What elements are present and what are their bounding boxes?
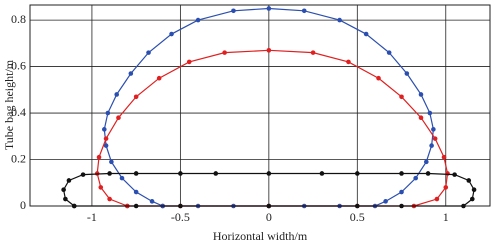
point: [355, 171, 360, 176]
y-axis-label: Tube bag height/m: [2, 59, 16, 150]
point: [66, 178, 72, 183]
point: [103, 143, 109, 148]
point: [445, 171, 450, 176]
point: [363, 31, 369, 37]
y-tick-label: 0: [20, 198, 26, 212]
point: [429, 143, 434, 148]
point: [346, 59, 351, 65]
point: [432, 136, 438, 141]
point: [266, 171, 272, 176]
point: [119, 175, 125, 181]
point: [116, 115, 121, 120]
point: [105, 110, 111, 116]
point: [470, 196, 475, 202]
point: [443, 185, 449, 190]
point: [149, 199, 155, 204]
point: [80, 172, 86, 177]
point: [266, 203, 272, 209]
point: [222, 50, 227, 55]
point: [461, 203, 466, 209]
point: [434, 196, 440, 202]
point: [63, 196, 68, 202]
point: [466, 178, 472, 183]
x-tick-label: -0.5: [171, 210, 190, 224]
point: [431, 127, 436, 132]
point: [301, 8, 307, 14]
x-axis-label: Horizontal width/m: [213, 229, 308, 243]
point: [424, 159, 429, 165]
point: [399, 189, 404, 195]
point: [399, 203, 404, 209]
point: [96, 154, 102, 160]
point: [231, 8, 236, 14]
point: [452, 172, 457, 177]
point: [471, 187, 477, 193]
point: [133, 189, 139, 195]
point: [71, 203, 77, 209]
point: [186, 59, 192, 65]
point: [107, 171, 112, 176]
y-tick-label: 0.4: [11, 105, 26, 119]
point: [266, 48, 272, 53]
point: [103, 136, 109, 141]
point: [156, 75, 162, 81]
point: [133, 94, 139, 100]
point: [337, 17, 342, 23]
plot-frame: [29, 4, 491, 207]
y-tick-label: 0.6: [11, 58, 26, 72]
point: [114, 92, 119, 97]
point: [319, 171, 325, 176]
point: [383, 199, 388, 204]
point: [418, 115, 424, 120]
y-tick-label: 0.8: [11, 12, 26, 26]
x-tick-label: 1: [443, 210, 449, 224]
point: [195, 17, 201, 23]
point: [413, 175, 418, 181]
point: [386, 50, 392, 55]
point: [310, 50, 316, 55]
x-tick-label: 0.5: [350, 210, 365, 224]
point: [109, 159, 114, 165]
point: [213, 171, 219, 176]
point: [404, 71, 410, 76]
point: [376, 75, 381, 81]
point: [266, 6, 272, 11]
point: [418, 92, 424, 97]
point: [441, 154, 447, 160]
point: [102, 127, 107, 132]
series-line: [96, 49, 449, 207]
point: [427, 110, 433, 116]
point: [107, 196, 112, 202]
point: [146, 50, 151, 55]
point: [355, 203, 360, 209]
point: [399, 171, 404, 176]
point: [98, 185, 104, 190]
point: [61, 187, 66, 193]
point: [169, 31, 174, 37]
point: [425, 171, 431, 176]
point: [128, 71, 134, 76]
x-tick-label: 0: [266, 210, 272, 224]
x-tick-label: -1: [87, 210, 97, 224]
point: [133, 203, 139, 209]
point: [399, 94, 404, 100]
point: [178, 203, 183, 209]
point: [178, 171, 183, 176]
y-tick-label: 0.2: [11, 151, 26, 165]
point: [133, 171, 139, 176]
